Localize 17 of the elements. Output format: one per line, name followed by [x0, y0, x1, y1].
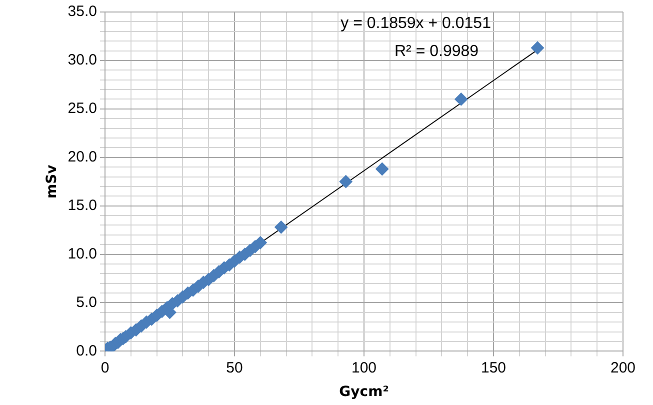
annotation: y = 0.1859x + 0.0151 — [340, 15, 492, 32]
y-tick-label: 15.0 — [68, 196, 97, 214]
x-tick-label: 150 — [480, 359, 506, 376]
x-tick-label: 100 — [351, 359, 377, 376]
x-axis-title: Gycm² — [339, 384, 389, 400]
y-tick-label: 25.0 — [68, 100, 97, 118]
y-tick-label: 30.0 — [68, 52, 97, 69]
x-tick-label: 200 — [610, 359, 636, 376]
y-tick-label: 35.0 — [68, 3, 97, 20]
annotation: R² = 0.9989 — [394, 43, 479, 60]
y-tick-label: 10.0 — [68, 245, 97, 262]
x-tick-label: 0 — [100, 359, 110, 376]
y-tick-label: 5.0 — [76, 294, 97, 311]
y-tick-label: 0.0 — [76, 342, 97, 360]
y-axis-title: mSv — [44, 164, 60, 198]
y-tick-label: 20.0 — [68, 148, 97, 166]
x-tick-label: 50 — [226, 359, 243, 376]
